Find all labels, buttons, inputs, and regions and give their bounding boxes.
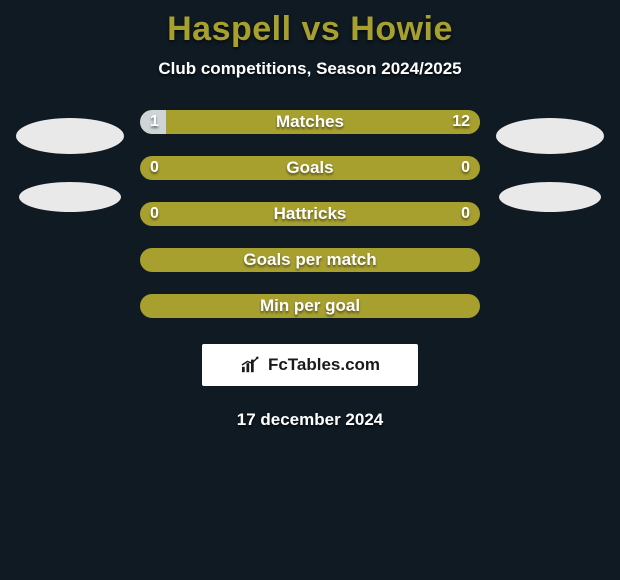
stat-label: Hattricks — [140, 204, 480, 224]
player-placeholder — [499, 182, 601, 212]
stat-label: Min per goal — [140, 296, 480, 316]
subtitle: Club competitions, Season 2024/2025 — [0, 59, 620, 79]
stat-label: Matches — [140, 112, 480, 132]
chart-icon — [240, 356, 262, 374]
page-title: Haspell vs Howie — [0, 0, 620, 49]
stat-bar: Min per goal — [140, 294, 480, 318]
brand-badge[interactable]: FcTables.com — [202, 344, 418, 386]
player-placeholder — [16, 118, 124, 154]
brand-text: FcTables.com — [268, 355, 380, 375]
player-placeholder — [496, 118, 604, 154]
comparison-card: Haspell vs Howie Club competitions, Seas… — [0, 0, 620, 580]
left-player-col — [0, 110, 140, 212]
player-placeholder — [19, 182, 121, 212]
stat-label: Goals per match — [140, 250, 480, 270]
stat-bar: Goals per match — [140, 248, 480, 272]
columns: 112Matches 00Goals 00Hattricks Goals per ma… — [0, 110, 620, 430]
stat-label: Goals — [140, 158, 480, 178]
stat-bar: 00Hattricks — [140, 202, 480, 226]
date-text: 17 december 2024 — [237, 410, 384, 430]
right-player-col — [480, 110, 620, 212]
stats-col: 112Matches 00Goals 00Hattricks Goals per ma… — [140, 110, 480, 430]
stat-bar: 00Goals — [140, 156, 480, 180]
stat-bar: 112Matches — [140, 110, 480, 134]
